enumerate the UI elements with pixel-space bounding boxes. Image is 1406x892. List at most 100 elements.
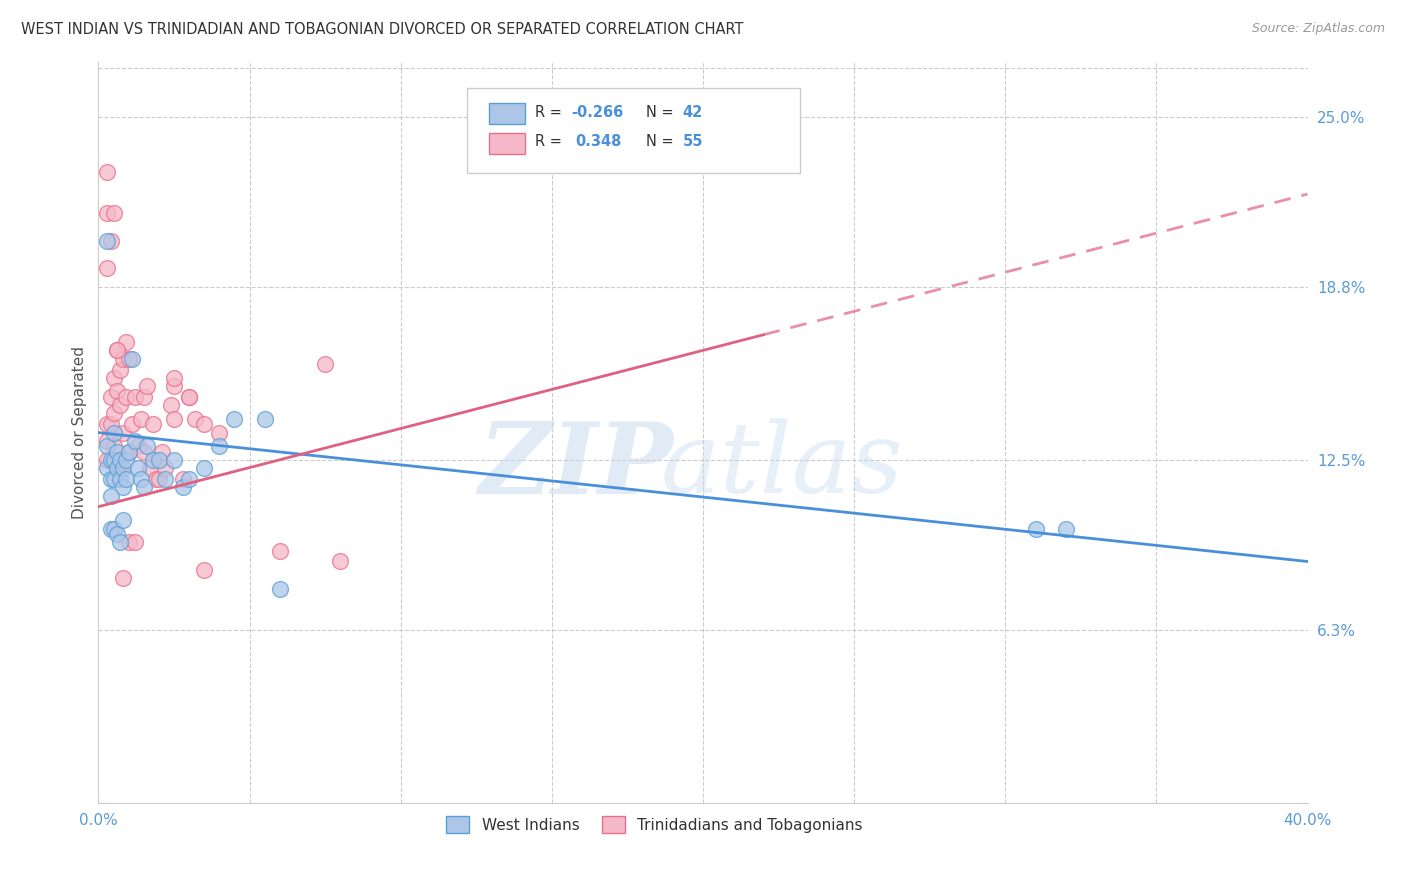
Point bbox=[108, 535, 131, 549]
Point bbox=[139, 461, 162, 475]
FancyBboxPatch shape bbox=[467, 88, 800, 173]
Point bbox=[105, 343, 128, 358]
Text: -0.266: -0.266 bbox=[571, 104, 623, 120]
Point bbox=[111, 425, 134, 440]
Point bbox=[100, 522, 122, 536]
Point bbox=[96, 453, 118, 467]
Point bbox=[160, 398, 183, 412]
Point bbox=[163, 371, 186, 385]
Point bbox=[96, 461, 118, 475]
FancyBboxPatch shape bbox=[489, 103, 526, 124]
Point bbox=[105, 461, 128, 475]
Point bbox=[111, 571, 134, 585]
Point bbox=[153, 461, 176, 475]
Point bbox=[193, 563, 215, 577]
Point bbox=[172, 480, 194, 494]
Point bbox=[105, 384, 128, 399]
Point bbox=[193, 461, 215, 475]
Point bbox=[184, 412, 207, 426]
Point bbox=[329, 554, 352, 568]
Point bbox=[135, 439, 157, 453]
Point bbox=[114, 472, 136, 486]
Point bbox=[96, 165, 118, 179]
Point bbox=[1024, 522, 1046, 536]
Text: ZIP: ZIP bbox=[478, 417, 673, 514]
Point bbox=[179, 472, 201, 486]
Point bbox=[105, 343, 128, 358]
Point bbox=[118, 445, 141, 459]
Point bbox=[208, 439, 231, 453]
Point bbox=[96, 439, 118, 453]
Point bbox=[108, 472, 131, 486]
Y-axis label: Divorced or Separated: Divorced or Separated bbox=[72, 346, 87, 519]
Point bbox=[96, 261, 118, 276]
Point bbox=[127, 461, 149, 475]
Point bbox=[111, 461, 134, 475]
Point bbox=[314, 357, 336, 371]
Point bbox=[179, 390, 201, 404]
Point bbox=[118, 535, 141, 549]
Point bbox=[269, 582, 291, 596]
Point bbox=[108, 362, 131, 376]
Point bbox=[103, 439, 125, 453]
Point bbox=[114, 390, 136, 404]
Point bbox=[100, 453, 122, 467]
Point bbox=[100, 417, 122, 432]
Point bbox=[118, 351, 141, 366]
Text: WEST INDIAN VS TRINIDADIAN AND TOBAGONIAN DIVORCED OR SEPARATED CORRELATION CHAR: WEST INDIAN VS TRINIDADIAN AND TOBAGONIA… bbox=[21, 22, 744, 37]
Point bbox=[1054, 522, 1077, 536]
Point bbox=[124, 390, 146, 404]
Point bbox=[127, 439, 149, 453]
Point bbox=[179, 390, 201, 404]
Point bbox=[124, 434, 146, 448]
Point bbox=[100, 234, 122, 248]
Point bbox=[100, 390, 122, 404]
Point bbox=[163, 412, 186, 426]
Point bbox=[96, 417, 118, 432]
Point bbox=[132, 390, 155, 404]
Point bbox=[132, 445, 155, 459]
Point bbox=[172, 472, 194, 486]
Point bbox=[111, 351, 134, 366]
Point bbox=[124, 535, 146, 549]
Point bbox=[103, 371, 125, 385]
Point bbox=[148, 472, 170, 486]
Point bbox=[145, 472, 167, 486]
Text: N =: N = bbox=[647, 104, 679, 120]
Point bbox=[103, 472, 125, 486]
Point bbox=[224, 412, 246, 426]
Point bbox=[96, 234, 118, 248]
Text: R =: R = bbox=[534, 104, 567, 120]
Point bbox=[253, 412, 276, 426]
Point bbox=[111, 480, 134, 494]
Text: N =: N = bbox=[647, 134, 679, 149]
Point bbox=[105, 445, 128, 459]
Point bbox=[100, 472, 122, 486]
Text: atlas: atlas bbox=[661, 418, 903, 514]
Point bbox=[100, 489, 122, 503]
Point bbox=[208, 425, 231, 440]
Text: 0.348: 0.348 bbox=[575, 134, 621, 149]
Point bbox=[111, 513, 134, 527]
Point bbox=[105, 527, 128, 541]
Point bbox=[269, 543, 291, 558]
Point bbox=[142, 417, 165, 432]
Point bbox=[96, 206, 118, 220]
Point bbox=[135, 379, 157, 393]
Legend: West Indians, Trinidadians and Tobagonians: West Indians, Trinidadians and Tobagonia… bbox=[440, 810, 869, 839]
Point bbox=[132, 480, 155, 494]
Point bbox=[103, 453, 125, 467]
Point bbox=[121, 417, 143, 432]
Point bbox=[121, 351, 143, 366]
Point bbox=[114, 335, 136, 350]
Point bbox=[118, 445, 141, 459]
Text: R =: R = bbox=[534, 134, 571, 149]
Point bbox=[103, 206, 125, 220]
Point bbox=[129, 412, 152, 426]
Point bbox=[163, 379, 186, 393]
Point bbox=[163, 453, 186, 467]
Point bbox=[114, 453, 136, 467]
Point bbox=[153, 472, 176, 486]
Point bbox=[193, 417, 215, 432]
Point bbox=[103, 522, 125, 536]
